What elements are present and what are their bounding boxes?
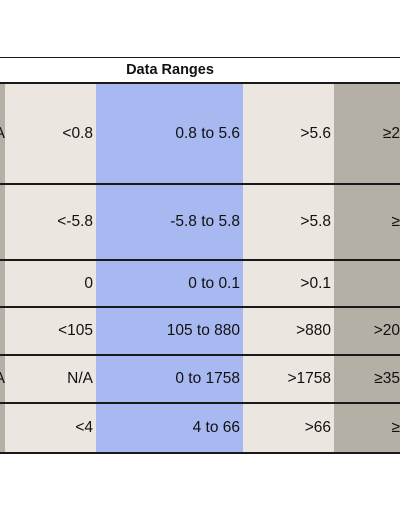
- cell-normal: 4 to 66: [96, 404, 243, 452]
- cell-edge: [0, 308, 5, 354]
- cell-high: >5.6: [243, 84, 334, 183]
- cell-low: <105: [5, 308, 96, 354]
- cell-edge: A: [0, 84, 5, 183]
- cell-critical: ≥: [334, 404, 400, 452]
- cell-low: <-5.8: [5, 185, 96, 259]
- cell-edge: [0, 185, 5, 259]
- cell-high: >880: [243, 308, 334, 354]
- cell-normal: 105 to 880: [96, 308, 243, 354]
- cell-high: >0.1: [243, 261, 334, 306]
- cell-edge: [0, 261, 5, 306]
- cell-high: >1758: [243, 356, 334, 402]
- cell-edge: [0, 404, 5, 452]
- cell-critical: [334, 261, 400, 306]
- cell-normal: 0 to 1758: [96, 356, 243, 402]
- cell-low: 0: [5, 261, 96, 306]
- table-bottom-rule: [0, 452, 400, 454]
- cell-critical: ≥35: [334, 356, 400, 402]
- cell-low: <4: [5, 404, 96, 452]
- row-rule: [0, 259, 400, 261]
- cell-low: N/A: [5, 356, 96, 402]
- cell-edge: A: [0, 356, 5, 402]
- cell-critical: ≥2: [334, 84, 400, 183]
- cell-normal: -5.8 to 5.8: [96, 185, 243, 259]
- cell-normal: 0.8 to 5.6: [96, 84, 243, 183]
- cell-high: >5.8: [243, 185, 334, 259]
- cell-normal: 0 to 0.1: [96, 261, 243, 306]
- row-rule: [0, 183, 400, 185]
- cell-high: >66: [243, 404, 334, 452]
- cell-critical: >20: [334, 308, 400, 354]
- cell-critical: ≥: [334, 185, 400, 259]
- cell-low: <0.8: [5, 84, 96, 183]
- table-title: Data Ranges: [126, 62, 214, 78]
- table-title-bar: Data Ranges: [0, 58, 400, 82]
- row-rule: [0, 354, 400, 356]
- row-rule: [0, 306, 400, 308]
- header-rule: [0, 82, 400, 84]
- row-rule: [0, 402, 400, 404]
